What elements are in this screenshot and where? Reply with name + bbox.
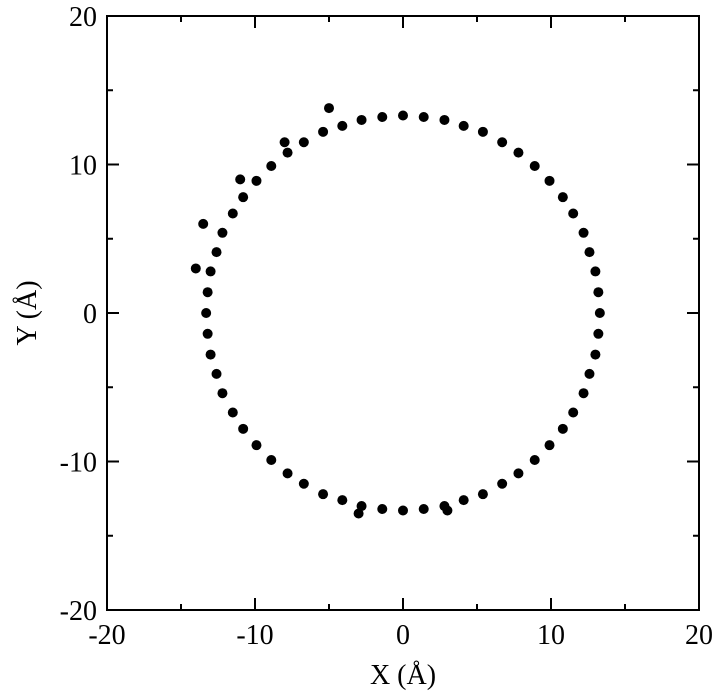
y-tick-label: 20 [69, 2, 97, 33]
plot-frame [106, 15, 700, 611]
point [211, 368, 222, 379]
point [324, 103, 334, 114]
point [227, 208, 238, 219]
point [377, 504, 388, 515]
point [458, 120, 469, 131]
point [190, 263, 201, 274]
point [202, 287, 213, 298]
point [578, 227, 589, 238]
y-tick-label: -10 [60, 448, 97, 479]
point [557, 192, 568, 203]
point [398, 110, 408, 121]
point [318, 489, 329, 500]
point [513, 468, 524, 479]
x-tick-label: -10 [236, 620, 273, 651]
point [337, 495, 348, 506]
point [266, 455, 277, 466]
point [318, 126, 329, 137]
point [202, 328, 213, 339]
point [568, 407, 579, 418]
point [584, 368, 595, 379]
point [282, 147, 293, 158]
point [439, 114, 450, 125]
point [442, 505, 453, 516]
point [578, 388, 589, 399]
point [238, 423, 249, 434]
point [298, 137, 309, 148]
point [217, 388, 228, 399]
x-axis-label: X (Å) [370, 660, 436, 691]
point [205, 266, 216, 277]
point [217, 227, 228, 238]
point [458, 495, 469, 506]
point [279, 137, 290, 148]
point [353, 508, 364, 519]
point [251, 175, 262, 186]
x-tick-label: 20 [685, 620, 713, 651]
x-tick-label: -20 [88, 620, 125, 651]
y-tick-label: 0 [83, 299, 97, 330]
point [497, 137, 508, 148]
point [418, 504, 429, 515]
point [238, 192, 249, 203]
y-tick-label: 10 [69, 151, 97, 182]
point [544, 440, 555, 451]
point [557, 423, 568, 434]
point [477, 126, 488, 137]
point [282, 468, 293, 479]
point [298, 478, 309, 489]
point [529, 160, 540, 171]
point [513, 147, 524, 158]
point [251, 440, 262, 451]
y-tick-label: -20 [60, 596, 97, 627]
point [198, 218, 209, 229]
point [529, 455, 540, 466]
point [211, 247, 222, 258]
point [235, 174, 246, 185]
point [398, 505, 408, 516]
y-axis-label: Y (Å) [12, 280, 43, 345]
point [593, 328, 604, 339]
point [590, 266, 601, 277]
point [568, 208, 579, 219]
point [584, 247, 595, 258]
point [356, 114, 367, 125]
point [477, 489, 488, 500]
point [205, 349, 216, 360]
point [227, 407, 238, 418]
point [266, 160, 277, 171]
point [201, 308, 212, 318]
point [497, 478, 508, 489]
point [418, 111, 429, 122]
x-tick-label: 10 [537, 620, 565, 651]
x-tick-label: 0 [396, 620, 410, 651]
point [590, 349, 601, 360]
point [544, 175, 555, 186]
point [594, 308, 605, 318]
point [593, 287, 604, 298]
point [377, 111, 388, 122]
point [337, 120, 348, 131]
